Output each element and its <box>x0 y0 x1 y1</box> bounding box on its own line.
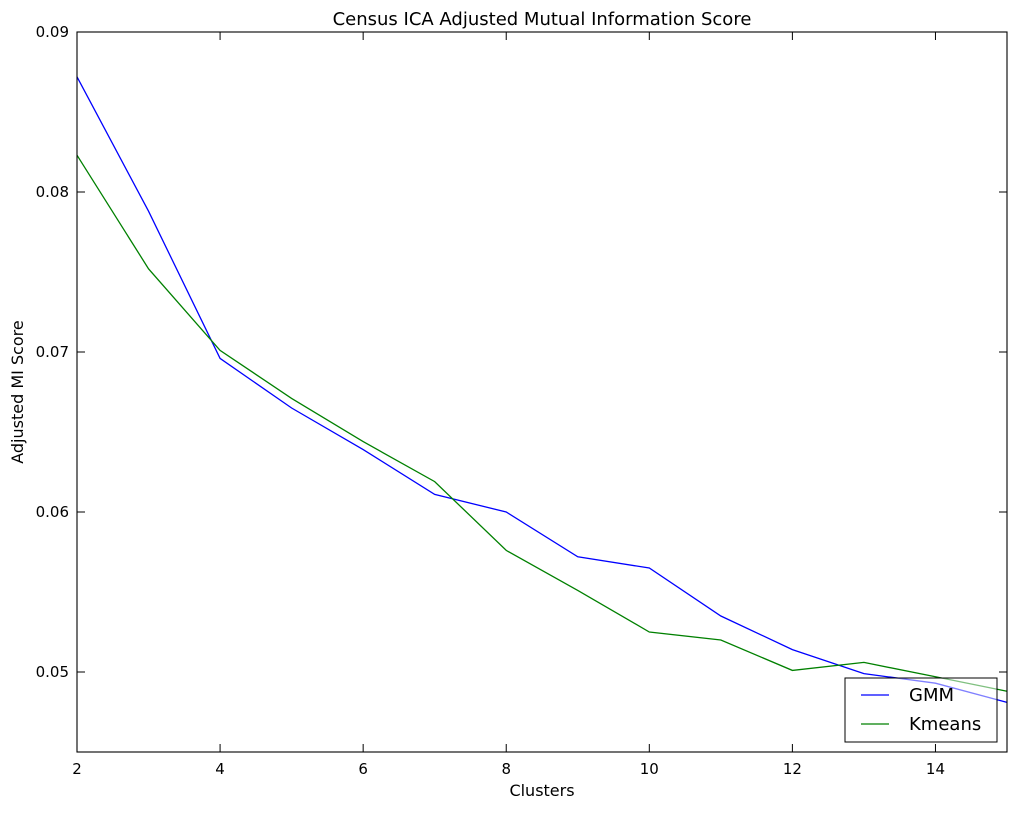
y-axis-label: Adjusted MI Score <box>8 320 27 464</box>
ticks-layer: 2 4 6 8 10 12 14 0.05 0.06 0.07 0.08 0.09 <box>36 23 1007 778</box>
legend-label-gmm: GMM <box>909 685 954 706</box>
legend: GMM Kmeans <box>844 677 998 743</box>
x-tick-label: 10 <box>640 760 659 778</box>
y-tick-label: 0.06 <box>36 503 69 521</box>
series-line-gmm <box>76 76 1008 704</box>
x-tick-label: 12 <box>783 760 802 778</box>
y-tick-label: 0.05 <box>36 663 69 681</box>
axes-layer <box>76 31 1008 753</box>
plot-frame <box>76 31 1008 753</box>
chart-title: Census ICA Adjusted Mutual Information S… <box>333 9 752 30</box>
x-tick-label: 4 <box>215 760 225 778</box>
series-line-kmeans <box>76 154 1008 692</box>
x-tick-label: 14 <box>926 760 945 778</box>
series-layer <box>76 76 1008 704</box>
y-tick-label: 0.09 <box>36 23 69 41</box>
y-tick-label: 0.07 <box>36 343 69 361</box>
x-axis-label: Clusters <box>509 781 574 800</box>
x-tick-label: 2 <box>72 760 82 778</box>
x-tick-label: 6 <box>358 760 368 778</box>
legend-box <box>844 677 998 743</box>
legend-label-kmeans: Kmeans <box>909 714 981 735</box>
y-tick-label: 0.08 <box>36 183 69 201</box>
x-tick-label: 8 <box>501 760 511 778</box>
